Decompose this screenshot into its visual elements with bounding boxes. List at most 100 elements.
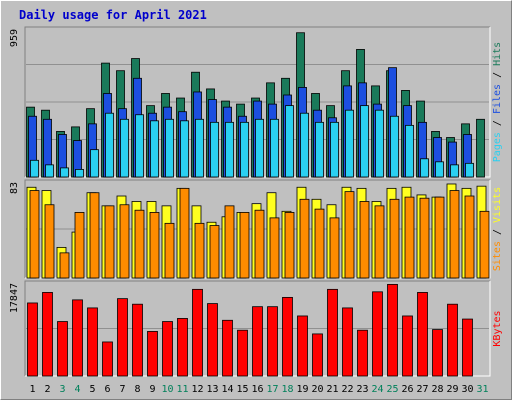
kbytes-bar bbox=[27, 302, 38, 377]
ylabel-separator: / bbox=[492, 66, 503, 84]
pages-bar bbox=[465, 162, 474, 178]
kbytes-bar bbox=[87, 307, 98, 377]
pages-bar bbox=[240, 121, 249, 178]
panel-3-ymax-label: 17847 bbox=[9, 283, 20, 313]
pages-bar bbox=[150, 120, 159, 178]
panel-2-ymax-label: 83 bbox=[9, 182, 20, 194]
sites-bar bbox=[419, 197, 430, 279]
pages-bar bbox=[180, 120, 189, 178]
x-tick-label: 6 bbox=[104, 384, 110, 395]
kbytes-bar bbox=[432, 329, 443, 377]
pages-bar bbox=[105, 112, 114, 178]
kbytes-bar bbox=[327, 288, 338, 377]
x-tick-label: 1 bbox=[29, 384, 35, 395]
ylabel-hits: Hits bbox=[492, 42, 503, 66]
sites-bar bbox=[344, 191, 355, 279]
x-tick-label: 30 bbox=[461, 384, 473, 395]
kbytes-bar bbox=[132, 303, 143, 377]
x-tick-label: 11 bbox=[176, 384, 188, 395]
chart-title: Daily usage for April 2021 bbox=[19, 8, 207, 22]
pages-bar bbox=[285, 105, 294, 178]
panel-2-border-top bbox=[24, 179, 490, 278]
x-tick-label: 19 bbox=[296, 384, 308, 395]
kbytes-bar bbox=[222, 319, 233, 377]
pages-bar bbox=[450, 164, 459, 178]
x-tick-label: 4 bbox=[74, 384, 80, 395]
ylabel-separator: / bbox=[492, 223, 503, 241]
ylabel-kbytes: KBytes bbox=[492, 310, 503, 346]
kbytes-bar bbox=[282, 296, 293, 377]
x-tick-label: 9 bbox=[149, 384, 155, 395]
x-tick-label: 13 bbox=[206, 384, 218, 395]
pages-bar bbox=[345, 109, 354, 178]
sites-bar bbox=[209, 225, 220, 279]
panel-3-ylabel: KBytes bbox=[492, 310, 503, 346]
sites-bar bbox=[464, 195, 475, 279]
panel-3-border-top bbox=[24, 280, 490, 376]
sites-bar bbox=[284, 212, 295, 279]
kbytes-bar bbox=[57, 321, 68, 377]
kbytes-bar bbox=[117, 298, 128, 377]
x-tick-label: 20 bbox=[311, 384, 323, 395]
sites-bar bbox=[179, 187, 190, 279]
sites-bar bbox=[119, 204, 130, 279]
panel-1-ymax-label: 959 bbox=[9, 29, 20, 47]
kbytes-bar bbox=[42, 292, 53, 377]
pages-bar bbox=[390, 115, 399, 178]
sites-bar bbox=[29, 190, 40, 279]
sites-bar bbox=[314, 208, 325, 279]
x-tick-label: 8 bbox=[134, 384, 140, 395]
kbytes-bar bbox=[102, 341, 113, 377]
sites-bar bbox=[59, 252, 70, 279]
x-tick-label: 31 bbox=[476, 384, 488, 395]
pages-bar bbox=[135, 114, 144, 178]
sites-bar bbox=[224, 205, 235, 279]
kbytes-bar bbox=[147, 331, 158, 377]
kbytes-bar bbox=[207, 303, 218, 377]
x-tick-label: 16 bbox=[251, 384, 263, 395]
kbytes-bar bbox=[162, 321, 173, 377]
kbytes-bar bbox=[462, 318, 473, 377]
ylabel-visits: Visits bbox=[492, 187, 503, 223]
pages-bar bbox=[330, 121, 339, 178]
x-tick-label: 29 bbox=[446, 384, 458, 395]
pages-bar bbox=[315, 121, 324, 178]
pages-bar bbox=[300, 112, 309, 178]
x-tick-label: 10 bbox=[161, 384, 173, 395]
sites-bar bbox=[299, 198, 310, 279]
x-tick-label: 7 bbox=[119, 384, 125, 395]
sites-bar bbox=[479, 210, 490, 279]
sites-bar bbox=[44, 204, 55, 279]
kbytes-bar bbox=[357, 329, 368, 377]
kbytes-bar bbox=[312, 333, 323, 377]
ylabel-separator: / bbox=[492, 114, 503, 132]
x-tick-label: 23 bbox=[356, 384, 368, 395]
kbytes-bar bbox=[297, 315, 308, 377]
kbytes-bar bbox=[417, 292, 428, 377]
pages-bar bbox=[225, 121, 234, 178]
sites-bar bbox=[194, 222, 205, 279]
kbytes-bar bbox=[372, 291, 383, 377]
x-tick-label: 17 bbox=[266, 384, 278, 395]
pages-bar bbox=[375, 109, 384, 178]
pages-bar bbox=[90, 149, 99, 178]
kbytes-bar bbox=[252, 306, 263, 377]
kbytes-bar bbox=[447, 303, 458, 377]
x-tick-label: 21 bbox=[326, 384, 338, 395]
hits-bar bbox=[476, 118, 485, 178]
sites-bar bbox=[374, 205, 385, 279]
pages-bar bbox=[255, 118, 264, 178]
pages-bar bbox=[195, 118, 204, 178]
sites-bar bbox=[329, 217, 340, 279]
sites-bar bbox=[134, 209, 145, 279]
sites-bar bbox=[164, 222, 175, 279]
sites-bar bbox=[449, 190, 460, 279]
sites-bar bbox=[359, 201, 370, 279]
kbytes-bar bbox=[342, 307, 353, 377]
pages-bar bbox=[120, 118, 129, 178]
kbytes-bar bbox=[267, 306, 278, 377]
sites-bar bbox=[434, 196, 445, 279]
pages-bar bbox=[30, 159, 39, 178]
ylabel-sites: Sites bbox=[492, 241, 503, 271]
pages-bar bbox=[405, 124, 414, 178]
